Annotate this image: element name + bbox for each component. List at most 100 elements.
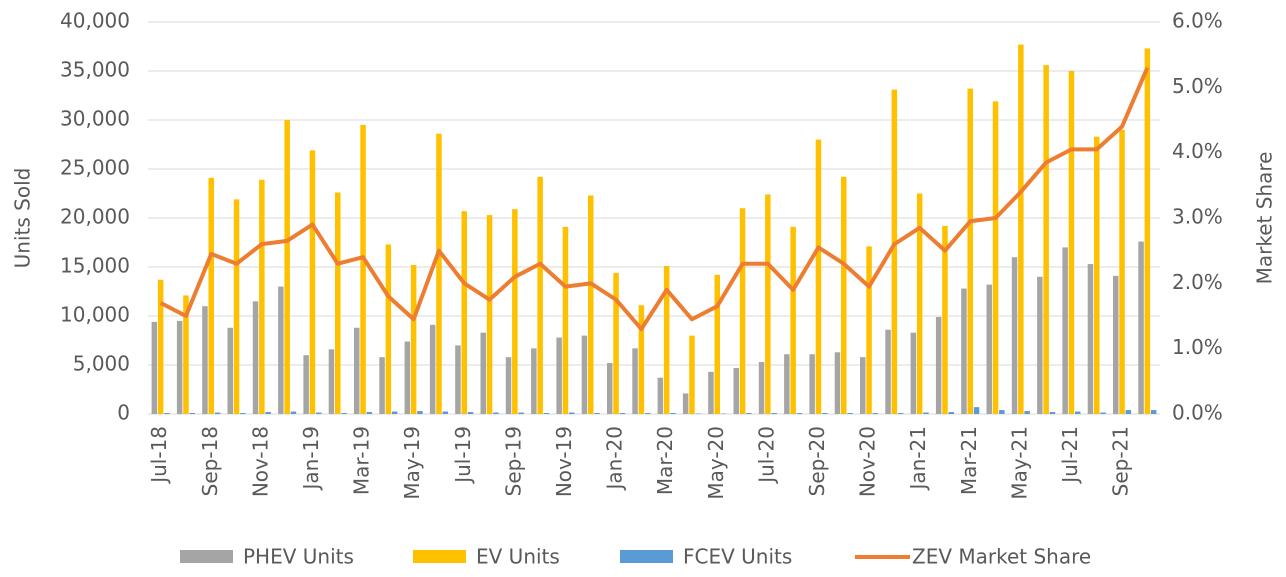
bar [563, 227, 569, 414]
y-tick-label: 35,000 [60, 58, 130, 82]
bar [797, 413, 803, 414]
bar [360, 125, 366, 414]
bar [158, 280, 164, 414]
bar [164, 413, 170, 414]
bar [582, 336, 588, 414]
bar [892, 90, 898, 414]
bar [809, 354, 815, 414]
bar [430, 325, 436, 414]
y-tick-label: 40,000 [60, 9, 130, 33]
y-tick-label: 25,000 [60, 156, 130, 180]
bar [987, 285, 993, 414]
bar [436, 134, 442, 414]
y-tick-label: 10,000 [60, 303, 130, 327]
x-tick-label: Sep-18 [198, 426, 222, 496]
x-tick-label: Jan-19 [299, 426, 323, 492]
y2-axis-title: Market Share [1253, 152, 1277, 285]
bar [379, 357, 385, 414]
bar [847, 413, 853, 414]
bar [999, 410, 1005, 414]
bar [335, 193, 341, 414]
bar [367, 412, 373, 414]
bar [911, 333, 917, 414]
y-tick-label: 15,000 [60, 254, 130, 278]
bar [759, 362, 765, 414]
y2-tick-label: 6.0% [1172, 9, 1223, 33]
bar [1126, 410, 1132, 414]
y-tick-label: 30,000 [60, 107, 130, 131]
bar [961, 289, 967, 414]
bar [1024, 411, 1030, 414]
bar [898, 413, 904, 414]
bar [822, 413, 828, 414]
bar [689, 336, 695, 414]
line [161, 68, 1148, 329]
y-axis-title: Units Sold [11, 168, 35, 269]
legend-label: EV Units [476, 545, 560, 569]
bar [487, 215, 493, 414]
bar [790, 227, 796, 414]
bar [784, 354, 790, 414]
x-tick-label: Mar-21 [957, 426, 981, 495]
bar [392, 412, 398, 414]
bar [620, 413, 626, 414]
bar [1018, 45, 1024, 414]
bar [278, 287, 284, 414]
bar [974, 407, 980, 414]
bar [354, 328, 360, 414]
bar [645, 413, 651, 414]
bar [1075, 412, 1081, 414]
bar [885, 330, 891, 414]
bar [866, 246, 872, 414]
legend-swatch [413, 550, 466, 563]
legend-swatch [180, 550, 233, 563]
x-tick-label: Jul-19 [451, 426, 475, 485]
bar [923, 413, 929, 414]
bar [765, 194, 771, 414]
bar [942, 226, 948, 414]
y2-tick-label: 1.0% [1172, 335, 1223, 359]
x-tick-label: Jan-21 [906, 426, 930, 492]
bar [202, 306, 208, 414]
bar [1062, 247, 1068, 414]
legend-label: ZEV Market Share [912, 545, 1091, 569]
bar [588, 195, 594, 414]
bar [841, 177, 847, 414]
x-tick-label: Jan-20 [603, 426, 627, 492]
bar [152, 322, 158, 414]
x-tick-label: Nov-20 [856, 426, 880, 497]
bar [411, 265, 417, 414]
bar [316, 413, 322, 414]
bar [658, 378, 664, 414]
bar [1094, 137, 1100, 414]
y-tick-label: 0 [117, 401, 130, 425]
bar [481, 333, 487, 414]
bar [265, 412, 271, 414]
bar [1113, 276, 1119, 414]
bar [512, 209, 518, 414]
bar [303, 355, 309, 414]
bar [607, 363, 613, 414]
bar [1012, 257, 1018, 414]
bar [556, 338, 562, 414]
x-tick-label: Jul-21 [1058, 426, 1082, 485]
bar [1069, 71, 1075, 414]
bar [310, 150, 316, 414]
bar [544, 413, 550, 414]
bar [1050, 412, 1056, 414]
bar [949, 412, 955, 414]
bar [209, 178, 215, 414]
bar [253, 301, 258, 414]
bar [715, 275, 721, 414]
y2-tick-label: 2.0% [1172, 270, 1223, 294]
bar [1100, 413, 1106, 414]
bar [386, 244, 392, 414]
bar [1145, 48, 1151, 414]
bar [537, 177, 543, 414]
bar [284, 120, 290, 414]
x-tick-label: Nov-19 [552, 426, 576, 497]
bar [639, 305, 645, 414]
x-tick-label: Jul-18 [147, 426, 171, 485]
y2-tick-label: 5.0% [1172, 74, 1223, 98]
